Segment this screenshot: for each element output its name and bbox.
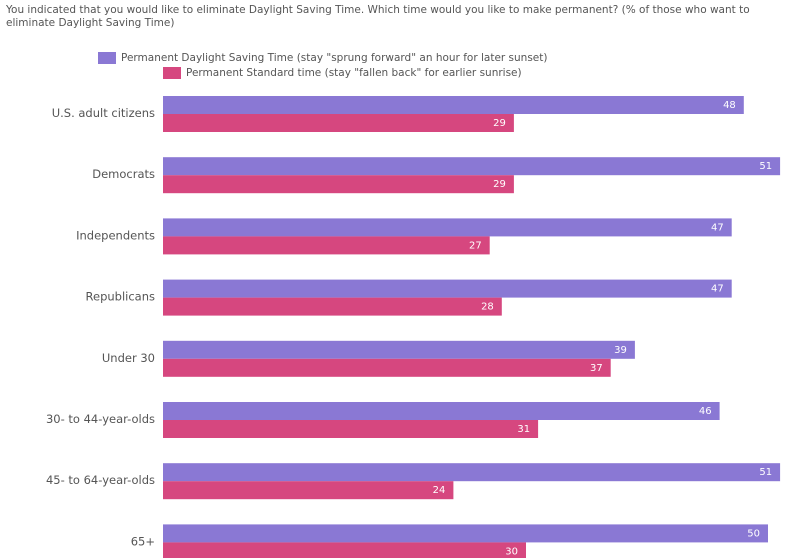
category-label: 30- to 44-year-olds [46, 412, 155, 426]
bar-standard [163, 114, 514, 132]
category-label: Democrats [92, 167, 155, 181]
legend-label-dst: Permanent Daylight Saving Time (stay "sp… [121, 52, 548, 64]
bar-standard [163, 175, 514, 194]
bar-value-label: 37 [590, 363, 603, 374]
bar-value-label: 48 [723, 100, 736, 111]
bar-value-label: 47 [711, 284, 724, 295]
bar-standard [163, 420, 539, 438]
bar-value-label: 27 [469, 240, 482, 251]
category-label: 45- to 64-year-olds [46, 473, 155, 487]
category-label: 65+ [131, 534, 155, 548]
bar-value-label: 29 [493, 179, 506, 190]
bar-value-label: 30 [505, 546, 518, 557]
bar-value-label: 39 [614, 345, 627, 356]
bar-value-label: 29 [493, 118, 506, 129]
bar-value-label: 28 [481, 302, 494, 313]
bar-dst [163, 218, 732, 237]
bar-dst [163, 157, 781, 176]
bar-value-label: 51 [759, 161, 772, 172]
bar-value-label: 24 [433, 485, 446, 496]
category-label: U.S. adult citizens [52, 106, 155, 120]
legend-item-dst: Permanent Daylight Saving Time (stay "sp… [98, 52, 548, 64]
bar-dst [163, 96, 744, 114]
legend-swatch-dst [98, 52, 116, 64]
bar-value-label: 50 [747, 528, 760, 539]
bar-dst [163, 402, 720, 420]
category-label: Independents [76, 228, 155, 242]
bar-value-label: 51 [759, 467, 772, 478]
legend-item-standard: Permanent Standard time (stay "fallen ba… [163, 67, 522, 79]
legend-swatch-standard [163, 67, 181, 79]
bar-standard [163, 542, 526, 558]
bar-standard [163, 297, 502, 316]
bar-standard [163, 481, 454, 500]
bar-dst [163, 340, 635, 359]
bar-standard [163, 358, 611, 377]
bar-dst [163, 524, 768, 543]
bar-standard [163, 236, 490, 255]
legend-label-standard: Permanent Standard time (stay "fallen ba… [186, 67, 522, 79]
bar-value-label: 47 [711, 222, 724, 233]
bar-value-label: 31 [517, 424, 530, 435]
bar-dst [163, 279, 732, 298]
chart-title: You indicated that you would like to eli… [6, 4, 750, 29]
category-label: Republicans [86, 290, 155, 304]
category-label: Under 30 [102, 351, 155, 365]
bar-dst [163, 463, 781, 482]
bar-value-label: 46 [699, 406, 712, 417]
